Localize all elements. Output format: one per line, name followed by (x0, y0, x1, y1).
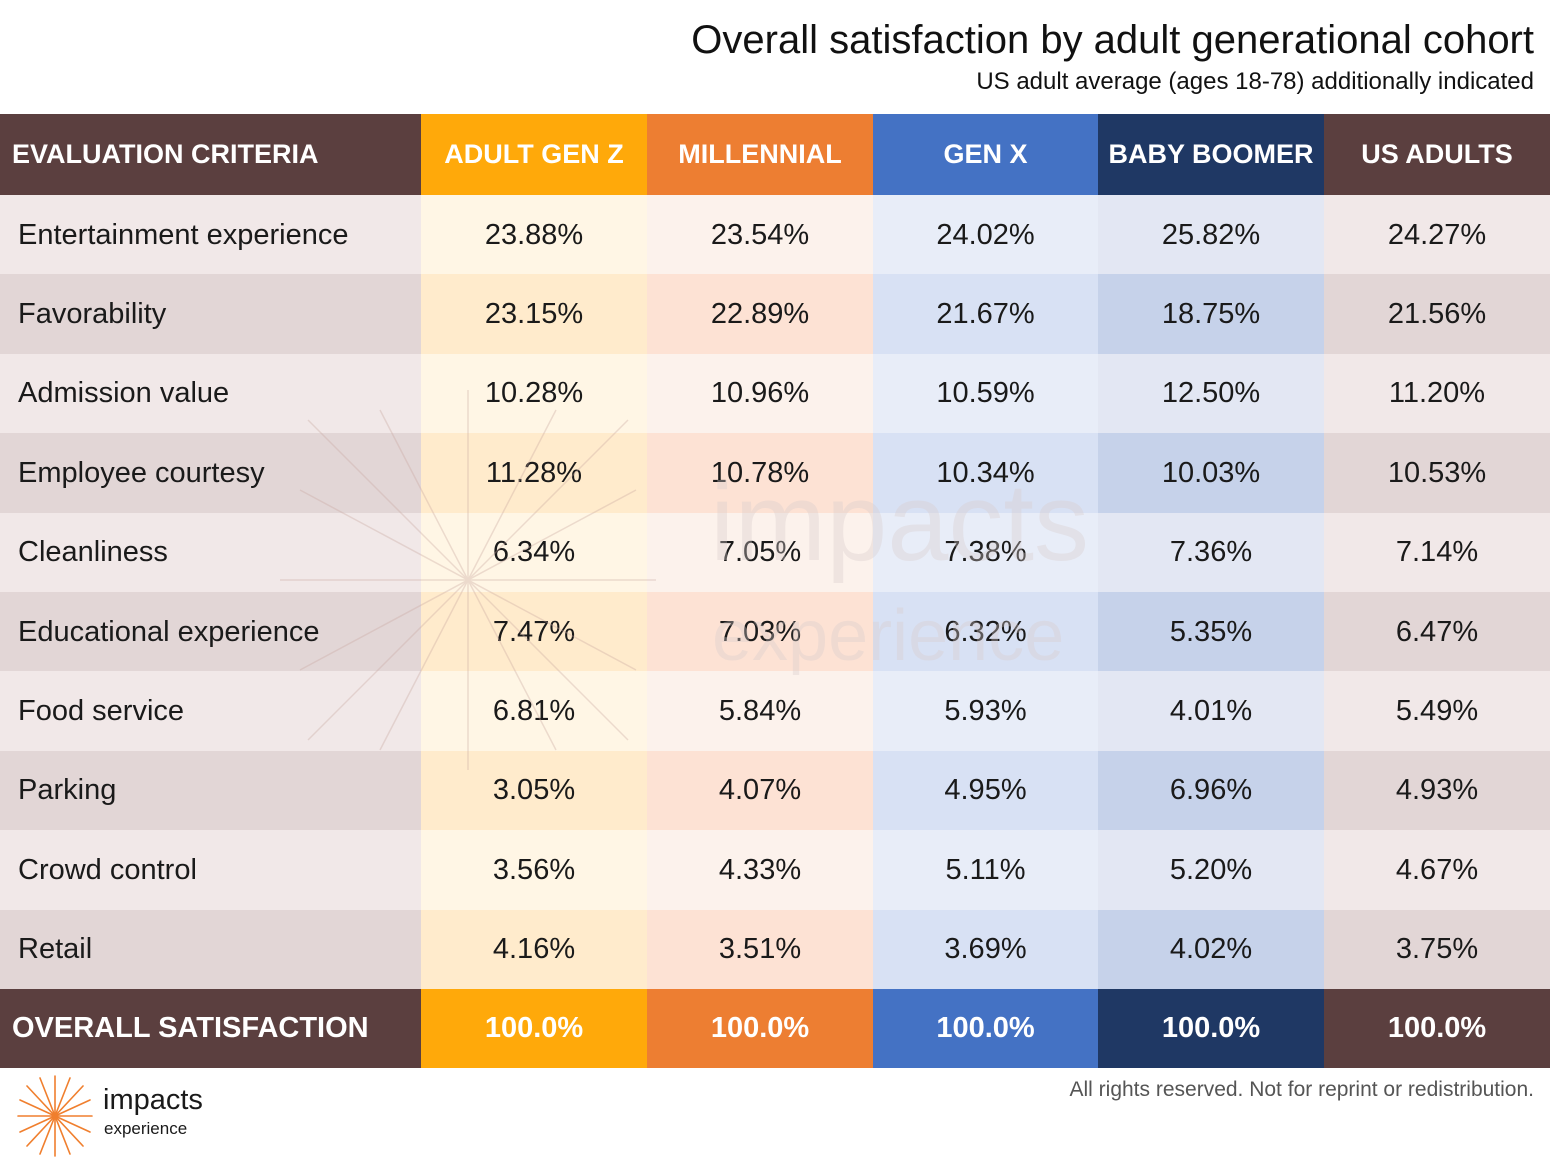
table-cell-baby-boomer: 12.50% (1098, 353, 1324, 434)
table-cell-us-adults: 10.53% (1324, 433, 1550, 514)
table-cell-millennial: 4.07% (647, 750, 873, 831)
table-cell-millennial: 22.89% (647, 274, 873, 355)
table-cell-gen-x: 10.59% (873, 353, 1098, 434)
logo-name: impacts (103, 1084, 203, 1116)
table-cell-gen-x: 5.93% (873, 671, 1098, 752)
table-cell-gen-x: 21.67% (873, 274, 1098, 355)
table-cell-baby-boomer: 4.02% (1098, 909, 1324, 990)
table-cell-gen-z: 6.81% (421, 671, 647, 752)
chart-title: Overall satisfaction by adult generation… (691, 18, 1534, 62)
table-cell-gen-z: 23.88% (421, 195, 647, 275)
table-cell-millennial: 4.33% (647, 830, 873, 911)
row-label: Entertainment experience (0, 195, 421, 275)
footer-value-gen-x: 100.0% (873, 989, 1098, 1068)
table-cell-baby-boomer: 5.20% (1098, 830, 1324, 911)
column-header-us-adults: US ADULTS (1324, 114, 1550, 195)
footer-label: OVERALL SATISFACTION (0, 989, 421, 1068)
table-cell-gen-x: 7.38% (873, 512, 1098, 593)
table-cell-us-adults: 4.67% (1324, 830, 1550, 911)
table-cell-baby-boomer: 7.36% (1098, 512, 1324, 593)
table-cell-us-adults: 11.20% (1324, 353, 1550, 434)
table-cell-baby-boomer: 4.01% (1098, 671, 1324, 752)
table-cell-gen-x: 3.69% (873, 909, 1098, 990)
table-cell-millennial: 7.05% (647, 512, 873, 593)
table-cell-gen-x: 6.32% (873, 592, 1098, 672)
table-cell-gen-z: 11.28% (421, 433, 647, 514)
table-cell-gen-z: 6.34% (421, 512, 647, 593)
table-cell-baby-boomer: 5.35% (1098, 592, 1324, 672)
table-cell-us-adults: 4.93% (1324, 750, 1550, 831)
rights-notice: All rights reserved. Not for reprint or … (1069, 1078, 1534, 1101)
table-cell-gen-z: 23.15% (421, 274, 647, 355)
table-cell-us-adults: 6.47% (1324, 592, 1550, 672)
table-cell-gen-x: 5.11% (873, 830, 1098, 911)
table-cell-us-adults: 3.75% (1324, 909, 1550, 990)
data-table: EVALUATION CRITERIA ADULT GEN Z MILLENNIAL… (0, 114, 1550, 1068)
row-label: Cleanliness (0, 512, 421, 593)
table-cell-gen-z: 4.16% (421, 909, 647, 990)
table-cell-us-adults: 24.27% (1324, 195, 1550, 275)
column-header-millennial: MILLENNIAL (647, 114, 873, 195)
logo-sub: experience (104, 1119, 188, 1138)
table-cell-baby-boomer: 6.96% (1098, 750, 1324, 831)
footer-value-gen-z: 100.0% (421, 989, 647, 1068)
row-label: Parking (0, 750, 421, 831)
row-label: Retail (0, 909, 421, 990)
table-cell-us-adults: 7.14% (1324, 512, 1550, 593)
row-label: Admission value (0, 353, 421, 434)
row-label: Favorability (0, 274, 421, 355)
table-cell-baby-boomer: 10.03% (1098, 433, 1324, 514)
row-label: Educational experience (0, 592, 421, 672)
table-cell-millennial: 23.54% (647, 195, 873, 275)
column-header-gen-x: GEN X (873, 114, 1098, 195)
table-cell-millennial: 7.03% (647, 592, 873, 672)
table-cell-millennial: 3.51% (647, 909, 873, 990)
row-label: Food service (0, 671, 421, 752)
table-cell-millennial: 10.96% (647, 353, 873, 434)
table-cell-gen-z: 7.47% (421, 592, 647, 672)
footer-value-us-adults: 100.0% (1324, 989, 1550, 1068)
table-cell-us-adults: 5.49% (1324, 671, 1550, 752)
footer-value-baby-boomer: 100.0% (1098, 989, 1324, 1068)
table-cell-gen-z: 10.28% (421, 353, 647, 434)
row-label: Crowd control (0, 830, 421, 911)
table-cell-gen-x: 24.02% (873, 195, 1098, 275)
table-cell-millennial: 5.84% (647, 671, 873, 752)
row-label: Employee courtesy (0, 433, 421, 514)
table-cell-us-adults: 21.56% (1324, 274, 1550, 355)
logo-starburst-icon (17, 1075, 93, 1157)
table-cell-gen-x: 4.95% (873, 750, 1098, 831)
chart-subtitle: US adult average (ages 18-78) additional… (976, 68, 1534, 95)
footer-value-millennial: 100.0% (647, 989, 873, 1068)
column-header-baby-boomer: BABY BOOMER (1098, 114, 1324, 195)
table-cell-gen-z: 3.56% (421, 830, 647, 911)
column-header-criteria: EVALUATION CRITERIA (0, 114, 421, 195)
table-cell-baby-boomer: 18.75% (1098, 274, 1324, 355)
table-cell-gen-z: 3.05% (421, 750, 647, 831)
table-cell-baby-boomer: 25.82% (1098, 195, 1324, 275)
table-cell-gen-x: 10.34% (873, 433, 1098, 514)
column-header-gen-z: ADULT GEN Z (421, 114, 647, 195)
table-cell-millennial: 10.78% (647, 433, 873, 514)
